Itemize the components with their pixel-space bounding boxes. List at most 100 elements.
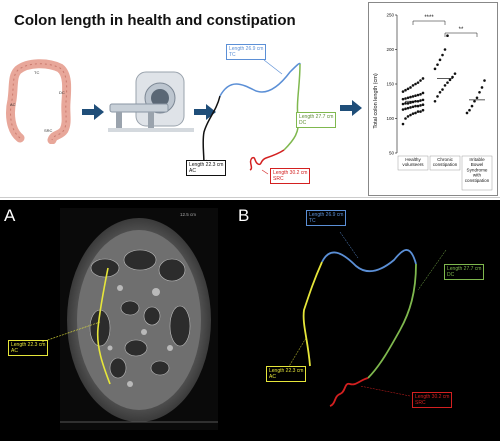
segment-length: Length 22.3 cm (269, 368, 304, 374)
y-tick-label: 150 (386, 82, 394, 87)
svg-text:Bowel: Bowel (471, 162, 484, 167)
segment-box-dc: Length 27.7 cm DC (296, 112, 337, 128)
data-point (411, 105, 415, 109)
data-point (453, 72, 457, 75)
data-point (421, 98, 425, 102)
significance-bracket: **** (412, 15, 446, 25)
significance-label: **** (424, 15, 434, 21)
segment-length: Length 27.7 cm (447, 266, 482, 272)
significance-label: ** (459, 27, 464, 33)
segment-abbr: TC (309, 218, 316, 224)
segment-length: Length 27.7 cm (299, 114, 334, 120)
segment-length: Length 22.3 cm (189, 162, 224, 168)
panel-b-label-src: Length 30.2 cm SRC (412, 392, 453, 408)
data-point (470, 104, 474, 108)
data-point (433, 99, 437, 103)
data-point (401, 97, 405, 101)
data-point (438, 90, 442, 94)
data-point (401, 108, 405, 111)
data-point (411, 95, 415, 98)
segment-length: Length 30.2 cm (415, 394, 450, 400)
panel-label-a: A (4, 206, 16, 225)
significance-bracket: ** (444, 27, 478, 37)
data-point (409, 113, 412, 117)
data-point (438, 58, 442, 62)
data-point (401, 122, 405, 126)
data-point (416, 104, 420, 108)
data-point (419, 104, 422, 107)
svg-text:Syndrome: Syndrome (467, 167, 488, 172)
colon-trace-panel-b (287, 231, 447, 407)
segment-length: Length 26.9 cm (309, 212, 344, 218)
data-point (416, 93, 420, 97)
data-point (406, 87, 410, 91)
data-point (436, 95, 439, 98)
data-point (419, 79, 422, 82)
segment-abbr: AC (11, 348, 18, 354)
trace-ac (202, 95, 221, 167)
mri-panels: A B 12. (0, 200, 500, 441)
mri-scanner-icon (108, 71, 194, 132)
data-point (411, 84, 415, 87)
segment-length: Length 30.2 cm (273, 170, 308, 176)
data-point (409, 101, 412, 104)
data-point (443, 84, 447, 87)
scale-readout: 12.5 cm (180, 212, 196, 217)
data-point (478, 90, 481, 94)
svg-text:Irritable: Irritable (469, 157, 485, 162)
data-point (406, 102, 410, 105)
data-point (446, 81, 449, 84)
data-point (451, 75, 454, 79)
chart-frame: Total colon length (cm) 50 100 150 200 250 H… (368, 2, 498, 196)
data-point (421, 91, 425, 95)
colon-illustration: TC AC DC SRC (6, 59, 72, 144)
svg-text:constipation: constipation (465, 178, 490, 183)
data-point (446, 34, 449, 37)
colon-length-chart: Total colon length (cm) 50 100 150 200 250 H… (373, 13, 493, 191)
data-point (416, 81, 420, 84)
svg-text:volunteers: volunteers (402, 162, 424, 167)
label-tc: TC (34, 70, 39, 75)
data-point (404, 97, 407, 100)
segment-abbr: SRC (273, 176, 284, 182)
y-tick-label: 100 (386, 116, 394, 121)
trace-src (249, 149, 285, 171)
data-point (411, 112, 415, 115)
data-point (409, 86, 412, 89)
data-point (414, 104, 417, 108)
colon-trace-diagram (202, 59, 311, 175)
data-point (409, 106, 412, 109)
data-point (416, 110, 420, 113)
data-point (433, 67, 437, 71)
segment-box-tc: Length 26.9 cm TC (226, 44, 267, 60)
data-point (468, 108, 471, 112)
data-point (465, 111, 469, 115)
data-point (414, 82, 417, 86)
data-point (419, 110, 422, 113)
segment-box-ac: Length 22.3 cm AC (186, 160, 227, 176)
label-src: SRC (44, 128, 53, 133)
data-point (441, 88, 444, 91)
label-ac: AC (10, 102, 16, 107)
panel-label-b: B (238, 206, 250, 225)
data-point (448, 78, 452, 82)
y-tick-label: 50 (389, 151, 395, 156)
panel-a-label-ac: Length 22.3 cm AC (8, 340, 49, 356)
segment-abbr: AC (189, 168, 196, 174)
arrow-right-icon (82, 104, 104, 120)
y-axis-label: Total colon length (cm) (373, 73, 379, 128)
data-point (414, 111, 417, 115)
svg-text:Healthy: Healthy (405, 157, 421, 162)
svg-text:constipation: constipation (433, 162, 458, 167)
data-point (401, 102, 405, 106)
data-point (404, 107, 407, 111)
data-point (480, 86, 484, 89)
data-point (406, 106, 410, 110)
data-point (421, 108, 425, 112)
panel-b-label-dc: Length 27.7 cm DC (444, 264, 485, 280)
graphical-abstract-panel: Colon length in health and constipation … (0, 0, 500, 198)
segment-abbr: TC (229, 52, 236, 58)
data-point (473, 99, 476, 103)
y-tick-label: 250 (386, 13, 394, 18)
